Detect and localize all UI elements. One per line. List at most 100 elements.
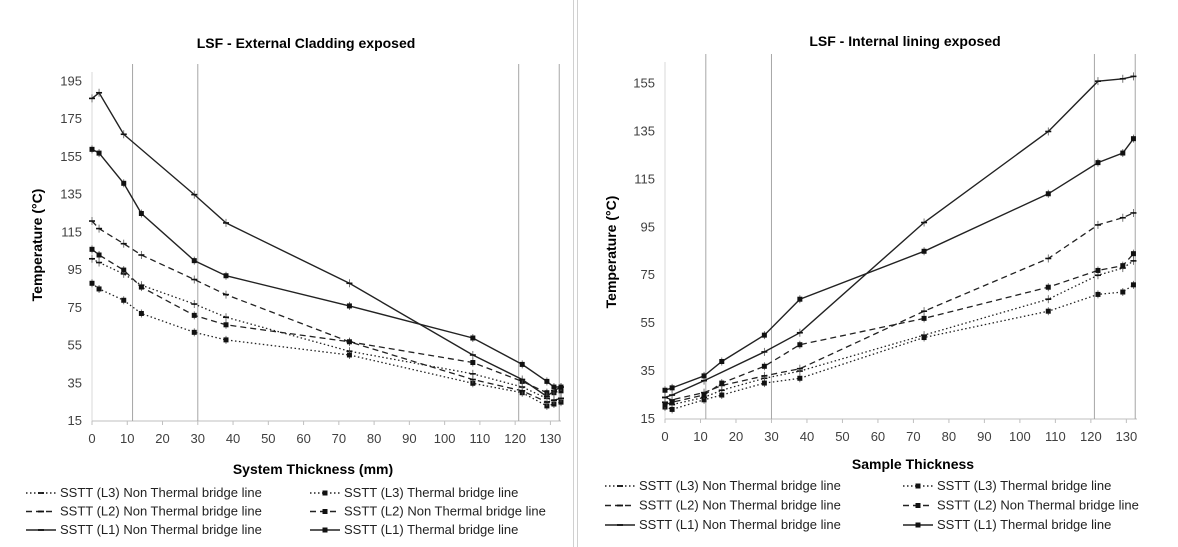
data-point: [662, 402, 668, 408]
y-tick-label: 155: [633, 76, 655, 91]
y-tick-label: 135: [60, 187, 82, 202]
data-point: [558, 384, 564, 390]
legend-item: SSTT (L1) Non Thermal bridge line: [26, 522, 262, 537]
data-point: [797, 296, 803, 302]
y-tick-label: 55: [641, 315, 655, 330]
data-point: [797, 375, 803, 381]
data-point: [191, 329, 197, 335]
data-point: [921, 315, 927, 321]
y-tick-label: 15: [68, 413, 82, 428]
legend-swatch-marker: [915, 503, 921, 508]
series-line: [664, 260, 1134, 406]
series-4: [89, 245, 564, 397]
data-point: [701, 373, 707, 379]
legend-swatch-marker: [915, 522, 921, 528]
data-point: [96, 150, 102, 156]
x-tick-label: 50: [835, 429, 849, 444]
series-3: [662, 208, 1137, 404]
legend: SSTT (L3) Non Thermal bridge line SSTT (L…: [605, 478, 1139, 532]
legend-item: SSTT (L1) Non Thermal bridge line: [605, 517, 841, 532]
series-line: [91, 91, 562, 398]
legend-label: SSTT (L3) Non Thermal bridge line: [639, 478, 841, 493]
data-point: [1095, 160, 1101, 166]
legend-item: SSTT (L2) Non Thermal bridge line: [26, 504, 262, 519]
data-point: [1130, 282, 1136, 288]
legend-label: SSTT (L2) Non Thermal bridge line: [60, 504, 262, 519]
legend-label: SSTT (L3) Non Thermal bridge line: [60, 485, 262, 500]
data-point: [470, 360, 476, 366]
data-point: [346, 352, 352, 358]
x-tick-label: 0: [88, 431, 95, 446]
data-point: [1120, 289, 1126, 295]
data-point: [662, 387, 668, 393]
legend: SSTT (L3) Non Thermal bridge line SSTT (L…: [26, 485, 546, 537]
y-tick-label: 155: [60, 149, 82, 164]
legend-item: SSTT (L3) Non Thermal bridge line: [605, 478, 841, 493]
data-point: [138, 310, 144, 316]
legend-label: SSTT (L2) Non Thermal bridge line: [344, 504, 546, 519]
data-point: [544, 378, 550, 384]
legend-label: SSTT (L2) Non Thermal bridge line: [937, 498, 1139, 513]
series-line: [664, 284, 1134, 411]
x-tick-label: 20: [155, 431, 169, 446]
x-tick-label: 100: [434, 431, 456, 446]
y-tick-label: 75: [641, 267, 655, 282]
x-tick-label: 10: [120, 431, 134, 446]
data-point: [223, 322, 229, 328]
line-chart-internal-lining: LSF - Internal lining exposed Temperatur…: [603, 33, 1139, 532]
series-1: [662, 256, 1137, 409]
data-point: [470, 335, 476, 341]
data-point: [89, 280, 95, 286]
x-tick-label: 60: [296, 431, 310, 446]
data-point: [96, 286, 102, 292]
data-point: [669, 385, 675, 391]
legend-item: SSTT (L3) Thermal bridge line: [310, 485, 518, 500]
data-point: [1095, 267, 1101, 273]
series-2: [89, 279, 564, 410]
series-4: [662, 249, 1136, 409]
y-tick-label: 175: [60, 111, 82, 126]
data-point: [669, 406, 675, 412]
data-point: [797, 342, 803, 348]
y-axis-title: Temperature (°C): [603, 196, 619, 309]
x-tick-label: 70: [332, 431, 346, 446]
data-point: [191, 312, 197, 318]
legend-swatch-marker: [322, 509, 328, 514]
series-3: [89, 217, 564, 407]
x-tick-label: 0: [661, 429, 668, 444]
legend-label: SSTT (L3) Thermal bridge line: [937, 478, 1111, 493]
series-5: [89, 88, 564, 401]
legend-item: SSTT (L3) Non Thermal bridge line: [26, 485, 262, 500]
data-point: [1120, 263, 1126, 269]
data-point: [1130, 251, 1136, 257]
data-point: [761, 363, 767, 369]
x-tick-label: 130: [1116, 429, 1138, 444]
series-line: [91, 248, 562, 394]
legend-swatch-marker: [915, 483, 921, 489]
x-tick-label: 20: [729, 429, 743, 444]
data-point: [719, 392, 725, 398]
legend-label: SSTT (L2) Non Thermal bridge line: [639, 498, 841, 513]
data-point: [121, 180, 127, 186]
y-tick-label: 115: [61, 224, 82, 239]
legend-item: SSTT (L1) Thermal bridge line: [310, 522, 518, 537]
x-tick-label: 120: [1080, 429, 1102, 444]
x-tick-label: 50: [261, 431, 275, 446]
series-line: [664, 75, 1134, 399]
data-point: [1045, 308, 1051, 314]
data-point: [96, 252, 102, 258]
x-tick-label: 110: [470, 431, 491, 446]
legend-label: SSTT (L3) Thermal bridge line: [344, 485, 518, 500]
chart-title: LSF - Internal lining exposed: [809, 33, 1000, 49]
y-axis-title: Temperature (°C): [29, 189, 45, 302]
x-tick-label: 40: [226, 431, 240, 446]
series-line: [664, 138, 1135, 391]
data-point: [551, 384, 557, 390]
data-point: [761, 332, 767, 338]
data-point: [346, 339, 352, 345]
series-6: [89, 145, 564, 392]
x-tick-label: 90: [977, 429, 991, 444]
legend-label: SSTT (L1) Thermal bridge line: [344, 522, 518, 537]
data-point: [701, 392, 707, 398]
legend-item: SSTT (L2) Non Thermal bridge line: [903, 498, 1139, 513]
